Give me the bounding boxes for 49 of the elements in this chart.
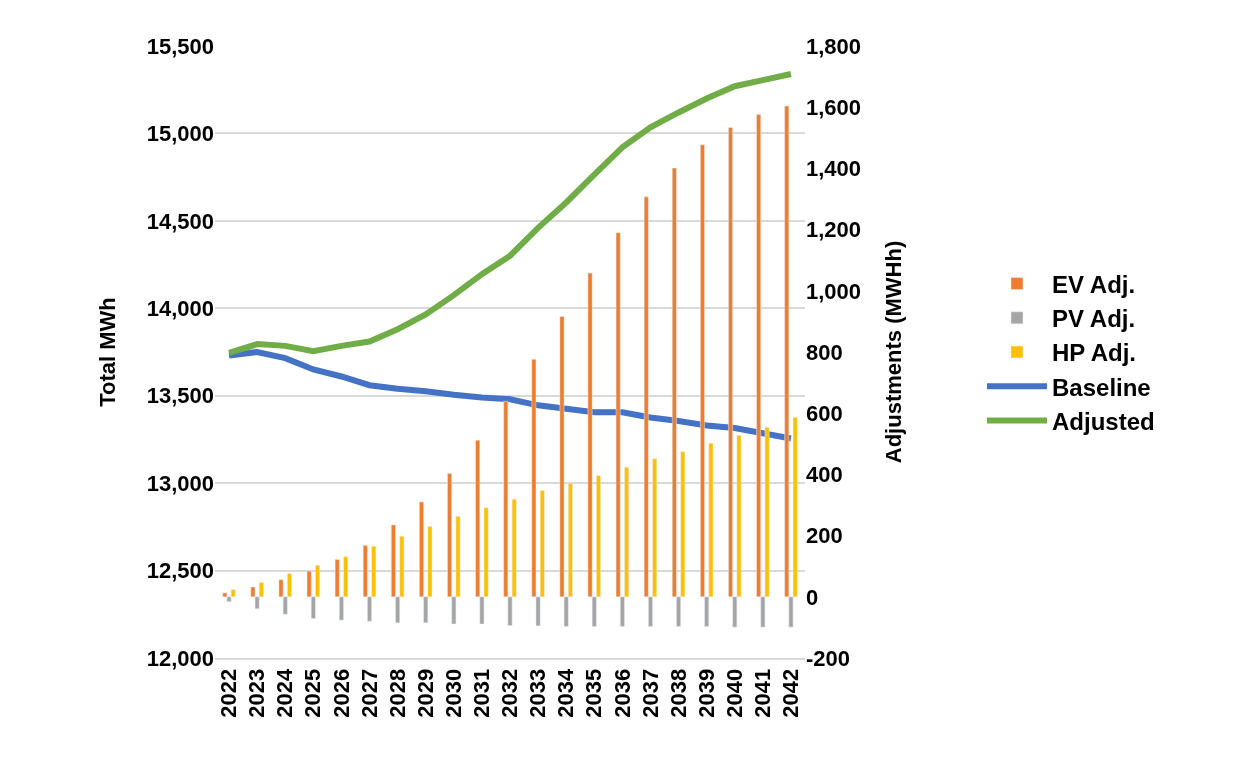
y2-tick-label: 1,400 [806,156,862,182]
x-tick-label: 2029 [412,668,438,718]
y2-tick-label: 600 [806,400,843,426]
y2-tick-label: 1,600 [806,94,862,120]
legend-label: HP Adj. [1052,339,1137,367]
y2-tick-label: 1,000 [806,278,862,304]
y-tick-label: 14,500 [146,208,214,234]
y2-tick-label: 0 [806,584,819,610]
legend-label: Baseline [1052,373,1151,401]
x-tick-label: 2023 [244,668,270,718]
x-tick-label: 2026 [328,668,354,718]
legend-label: Adjusted [1052,407,1155,435]
bar [230,589,236,598]
y2-tick-label: 800 [806,339,843,365]
x-tick-label: 2027 [356,668,382,718]
y-tick-label: 13,500 [146,383,214,409]
y-axis-title: Total MWh [94,297,120,407]
y2-tick-label: 400 [806,462,843,488]
y-tick-label: 15,500 [146,33,214,59]
legend-label: EV Adj. [1052,270,1136,298]
x-tick-label: 2032 [497,668,523,718]
x-tick-label: 2040 [721,668,747,718]
legend-label: PV Adj. [1052,305,1136,333]
x-tick-label: 2024 [272,668,298,718]
y-tick-label: 12,500 [146,558,214,584]
x-tick-label: 2036 [609,668,635,718]
y-tick-label: 13,000 [146,470,214,496]
x-tick-label: 2039 [693,668,719,718]
y-tick-label: 15,000 [146,121,214,147]
x-tick-label: 2035 [581,668,607,718]
x-tick-label: 2038 [665,668,691,718]
bar [222,592,228,598]
y-tick-label: 14,000 [146,295,214,321]
x-tick-label: 2037 [637,668,663,718]
y2-tick-label: 1,200 [806,217,862,243]
y2-tick-label: 1,800 [806,33,862,59]
x-tick-label: 2025 [300,668,326,718]
y2-tick-label: -200 [806,645,851,671]
x-tick-label: 2042 [778,668,804,718]
y-tick-label: 12,000 [146,645,214,671]
y2-axis-title: Adjustments (MWHh) [880,240,906,464]
x-tick-label: 2033 [525,668,551,718]
x-tick-label: 2031 [469,668,495,718]
x-tick-label: 2030 [440,668,466,718]
y2-tick-label: 200 [806,523,843,549]
x-tick-label: 2022 [216,668,242,718]
x-tick-label: 2034 [553,668,579,718]
x-tick-label: 2028 [384,668,410,718]
x-tick-label: 2041 [750,668,776,718]
